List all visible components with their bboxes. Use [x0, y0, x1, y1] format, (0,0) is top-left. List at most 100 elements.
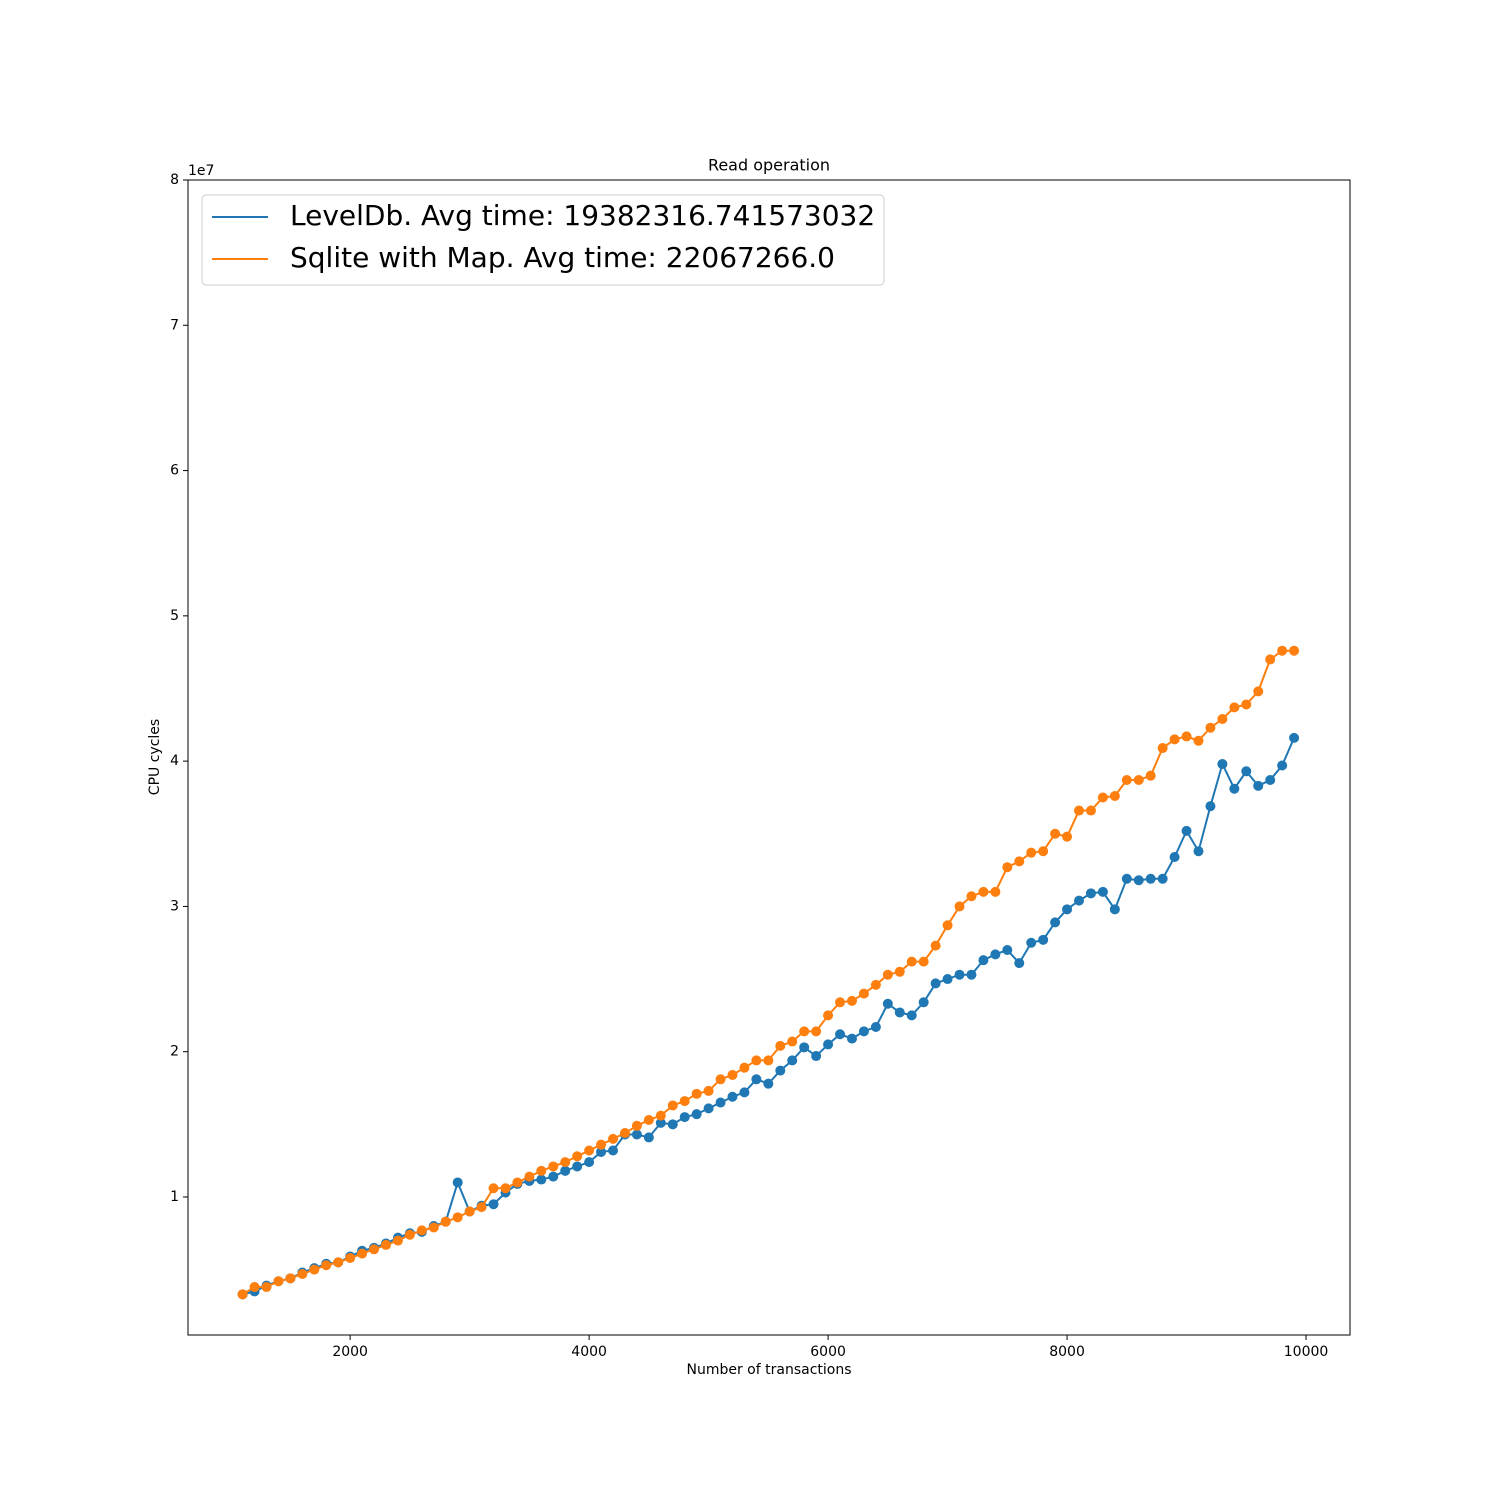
data-point [1265, 654, 1276, 665]
data-point [596, 1139, 607, 1150]
data-point [703, 1085, 714, 1096]
data-point [906, 956, 917, 967]
data-point [775, 1040, 786, 1051]
data-point [954, 969, 965, 980]
chart-title: Read operation [708, 156, 830, 175]
data-point [1157, 743, 1168, 754]
data-point [237, 1289, 248, 1300]
data-point [1002, 862, 1013, 873]
data-point [1181, 825, 1192, 836]
data-point [345, 1253, 356, 1263]
data-point [1062, 904, 1073, 915]
data-point [966, 969, 977, 980]
data-point [1014, 958, 1025, 969]
data-point [1289, 645, 1300, 656]
data-point [1050, 828, 1061, 839]
data-point [440, 1216, 451, 1227]
data-point [584, 1145, 595, 1156]
data-point [524, 1171, 535, 1182]
data-point [799, 1042, 810, 1053]
data-point [608, 1133, 619, 1144]
data-point [309, 1264, 320, 1275]
data-point [560, 1157, 571, 1168]
data-point [1145, 873, 1156, 884]
data-point [667, 1100, 678, 1111]
data-point [846, 1033, 857, 1044]
data-point [1253, 686, 1264, 697]
y-tick-label: 7 [170, 317, 179, 333]
data-point [392, 1235, 403, 1246]
data-point [691, 1088, 702, 1099]
data-point [1121, 873, 1132, 884]
data-point [882, 998, 893, 1009]
data-point [894, 1007, 905, 1018]
data-point [942, 920, 953, 931]
data-point [249, 1282, 260, 1293]
data-point [703, 1103, 714, 1114]
data-point [380, 1239, 391, 1250]
data-point [679, 1096, 690, 1107]
legend-box [201, 194, 885, 286]
data-point [1277, 760, 1288, 771]
data-point [751, 1074, 762, 1085]
data-point [285, 1273, 296, 1284]
data-point [906, 1010, 917, 1021]
data-point [1014, 856, 1025, 867]
data-point [1169, 734, 1180, 745]
data-point [333, 1257, 344, 1268]
data-point [500, 1183, 511, 1194]
data-point [536, 1174, 547, 1185]
data-point [1229, 783, 1240, 794]
data-point [811, 1026, 822, 1037]
data-point [1038, 934, 1049, 945]
data-point [560, 1165, 571, 1176]
data-point [1145, 770, 1156, 781]
data-point [727, 1069, 738, 1080]
data-point [858, 1026, 869, 1037]
data-point [1097, 792, 1108, 803]
data-point [297, 1268, 308, 1279]
legend-text: LevelDb. Avg time: 19382316.741573032 [290, 199, 875, 232]
x-tick-label: 10000 [1284, 1344, 1329, 1360]
data-point [787, 1055, 798, 1066]
data-point [799, 1026, 810, 1037]
data-point [763, 1078, 774, 1089]
data-point [990, 886, 1001, 897]
data-point [739, 1087, 750, 1098]
data-point [978, 886, 989, 897]
data-point [918, 997, 929, 1008]
data-point [1097, 886, 1108, 897]
data-point [1217, 759, 1228, 770]
data-point [1133, 875, 1144, 886]
data-point [990, 949, 1001, 960]
data-point [918, 956, 929, 967]
data-point [978, 955, 989, 966]
y-tick-label: 5 [170, 608, 179, 624]
data-point [1074, 805, 1085, 816]
data-point [1026, 937, 1037, 948]
x-axis-label: Number of transactions [686, 1362, 851, 1378]
data-point [548, 1171, 559, 1182]
data-point [1050, 917, 1061, 928]
data-point [1169, 852, 1180, 863]
data-point [1109, 791, 1120, 801]
x-tick-label: 4000 [571, 1344, 607, 1360]
data-point [763, 1055, 774, 1066]
y-tick-label: 6 [170, 463, 179, 479]
data-point [1229, 702, 1240, 713]
plot-frame [187, 179, 1351, 1336]
series-line [242, 737, 1295, 1296]
data-point [1157, 873, 1168, 884]
data-point [775, 1065, 786, 1076]
data-point [930, 978, 941, 989]
data-point [667, 1119, 678, 1130]
data-point [1181, 731, 1192, 742]
x-tick-label: 2000 [332, 1344, 368, 1360]
data-point [261, 1282, 272, 1293]
legend-text: Sqlite with Map. Avg time: 22067266.0 [290, 241, 835, 274]
data-point [416, 1225, 427, 1236]
data-point [655, 1117, 666, 1128]
data-point [1121, 775, 1132, 786]
data-point [1038, 846, 1049, 857]
